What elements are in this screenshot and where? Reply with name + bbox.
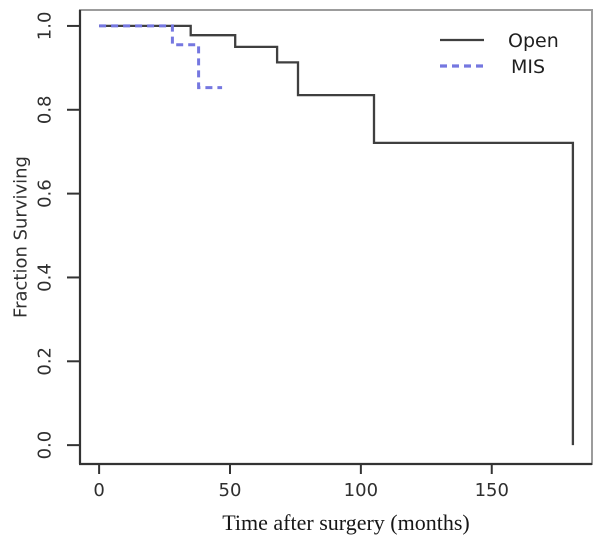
curve-mis — [99, 24, 223, 90]
y-tick-label: 0.6 — [34, 179, 55, 208]
survival-curves — [99, 24, 575, 446]
plot-border — [79, 9, 593, 465]
y-tick-label: 0.2 — [34, 347, 55, 376]
legend-label-open: Open — [508, 30, 559, 52]
y-tick-label: 0.4 — [34, 263, 55, 292]
legend: Open MIS — [440, 30, 559, 78]
x-axis-ticks: 0 50 100 150 — [93, 464, 509, 501]
y-axis-title: Fraction Surviving — [10, 156, 31, 318]
x-tick-label: 50 — [219, 480, 242, 501]
x-tick-label: 0 — [93, 480, 104, 501]
y-tick-label: 0.8 — [34, 95, 55, 124]
x-axis-title: Time after surgery (months) — [222, 510, 469, 535]
x-tick-label: 150 — [475, 480, 509, 501]
x-tick-label: 100 — [344, 480, 378, 501]
legend-label-mis: MIS — [511, 56, 545, 78]
y-axis-ticks: 0.0 0.2 0.4 0.6 0.8 1.0 — [34, 12, 80, 460]
y-tick-label: 0.0 — [34, 431, 55, 460]
curve-open — [99, 24, 575, 446]
y-tick-label: 1.0 — [34, 12, 55, 41]
